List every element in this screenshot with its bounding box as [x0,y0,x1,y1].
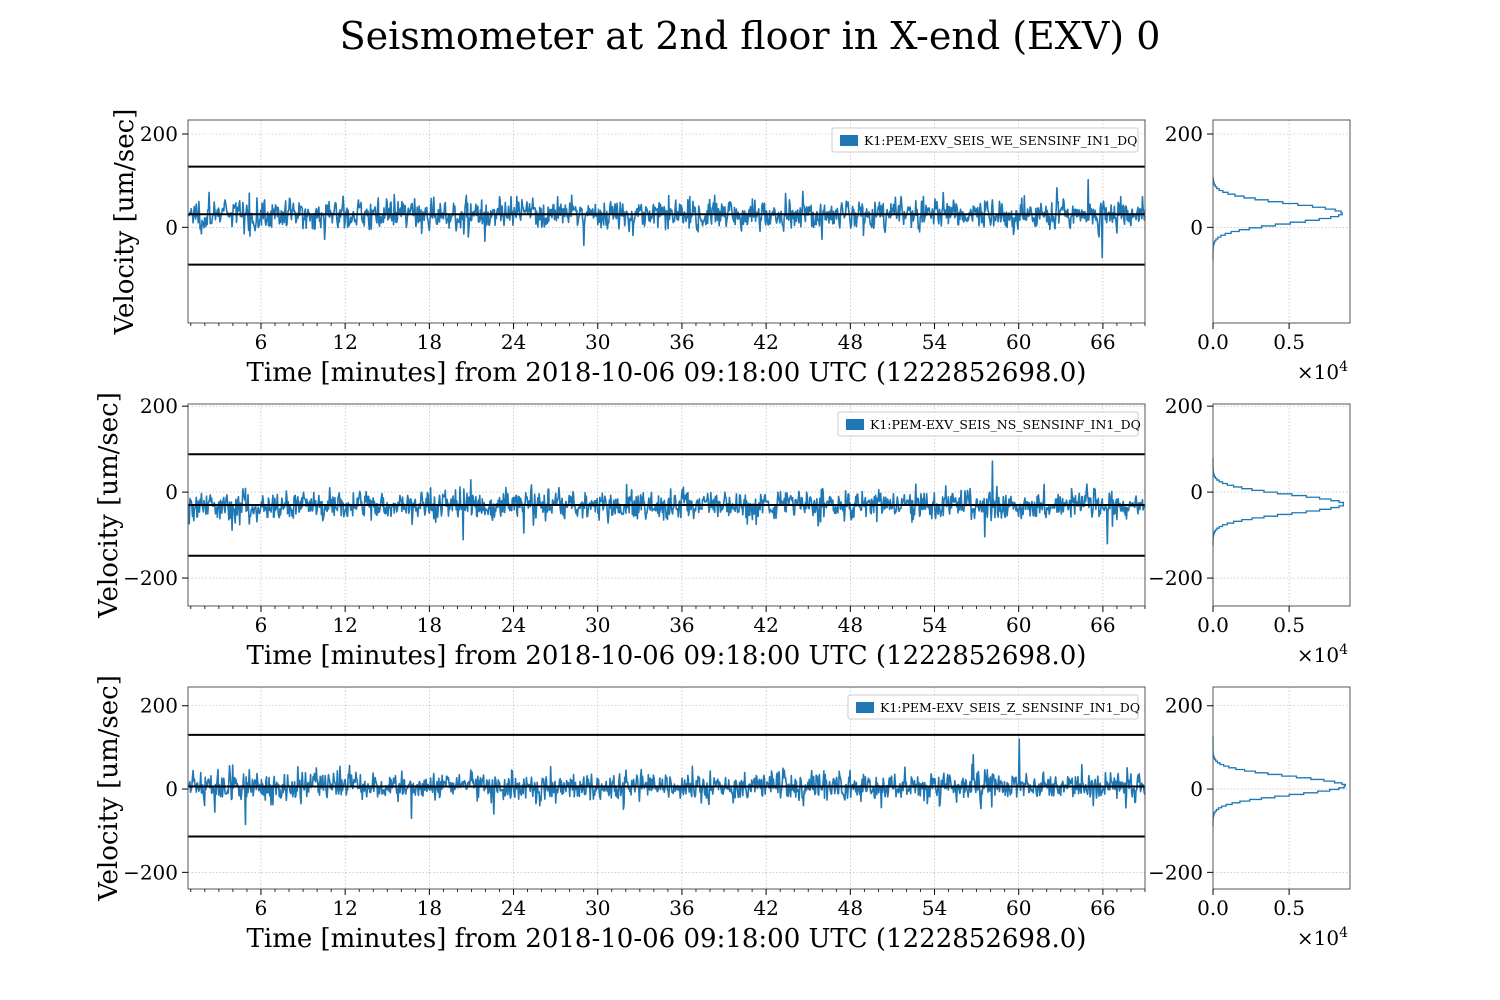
histogram-step [1213,736,1345,826]
series-line [188,180,1145,258]
y-tick-label: −200 [123,860,178,884]
panel-2: 6 12 18 24 30 36 42 48 54 60 66 −200 0 200 Time [minut… [94,392,1350,671]
hist-y-tick-label: 200 [1165,694,1203,718]
x-tick-label: 42 [753,613,778,637]
x-tick-label: 54 [922,896,947,920]
x-tick-label: 24 [501,330,526,354]
x-axis-label: Time [minutes] from 2018-10-06 09:18:00 … [247,641,1087,671]
series-line [188,461,1145,544]
legend-swatch [856,702,874,713]
hist-y-tick-label: −200 [1148,860,1203,884]
x-tick-label: 18 [417,330,442,354]
x-tick-label: 42 [753,330,778,354]
y-axis-label: Velocity [um/sec] [110,109,140,336]
hist-x-tick-label: 0.0 [1197,330,1229,354]
hist-y-tick-label: −200 [1148,566,1203,590]
x-tick-label: 54 [922,613,947,637]
x-tick-label: 18 [417,896,442,920]
hist-x-multiplier: ×104 [1297,925,1348,950]
x-tick-label: 24 [501,613,526,637]
y-axis-label: Velocity [um/sec] [94,392,124,619]
x-tick-label: 6 [255,896,268,920]
hist-axes-frame [1213,687,1350,889]
x-tick-label: 48 [838,330,863,354]
y-axis-label: Velocity [um/sec] [94,675,124,902]
y-tick-label: 0 [165,777,178,801]
hist-x-tick-label: 0.5 [1273,613,1305,637]
panel-3: 6 12 18 24 30 36 42 48 54 60 66 −200 0 200 Time [minut… [94,675,1350,954]
x-tick-label: 66 [1090,896,1115,920]
series-line [188,739,1145,824]
x-tick-label: 48 [838,896,863,920]
panel-1: 6 12 18 24 30 36 42 48 54 60 66 0 200 Time [minutes] … [110,109,1350,388]
x-tick-label: 6 [255,330,268,354]
x-tick-label: 48 [838,613,863,637]
hist-y-tick-label: 0 [1190,215,1203,239]
y-tick-label: −200 [123,566,178,590]
y-tick-label: 0 [165,215,178,239]
x-tick-label: 36 [669,896,694,920]
x-tick-label: 18 [417,613,442,637]
x-tick-label: 30 [585,330,610,354]
hist-x-tick-label: 0.0 [1197,896,1229,920]
x-tick-label: 66 [1090,613,1115,637]
x-axis-label: Time [minutes] from 2018-10-06 09:18:00 … [247,924,1087,954]
x-axis-label: Time [minutes] from 2018-10-06 09:18:00 … [247,358,1087,388]
x-tick-label: 42 [753,896,778,920]
hist-x-tick-label: 0.0 [1197,613,1229,637]
x-tick-label: 36 [669,330,694,354]
x-tick-label: 30 [585,613,610,637]
x-tick-label: 60 [1006,896,1031,920]
hist-y-tick-label: 0 [1190,777,1203,801]
hist-x-tick-label: 0.5 [1273,896,1305,920]
histogram-step [1213,458,1343,546]
legend-label: K1:PEM-EXV_SEIS_WE_SENSINF_IN1_DQ [864,133,1137,148]
x-tick-label: 60 [1006,330,1031,354]
x-tick-label: 30 [585,896,610,920]
hist-x-multiplier: ×104 [1297,642,1348,667]
x-tick-label: 36 [669,613,694,637]
legend-label: K1:PEM-EXV_SEIS_Z_SENSINF_IN1_DQ [880,700,1140,715]
hist-y-tick-label: 200 [1165,394,1203,418]
x-tick-label: 12 [332,613,357,637]
x-tick-label: 54 [922,330,947,354]
x-tick-label: 12 [332,330,357,354]
hist-x-multiplier: ×104 [1297,359,1348,384]
x-tick-label: 60 [1006,613,1031,637]
histogram-step [1213,177,1342,259]
hist-axes-frame [1213,404,1350,606]
y-tick-label: 200 [140,394,178,418]
y-tick-label: 200 [140,694,178,718]
y-tick-label: 200 [140,122,178,146]
x-tick-label: 66 [1090,330,1115,354]
legend-swatch [840,135,858,146]
hist-y-tick-label: 0 [1190,480,1203,504]
y-tick-label: 0 [165,480,178,504]
x-tick-label: 24 [501,896,526,920]
legend-swatch [846,419,864,430]
hist-axes-frame [1213,120,1350,323]
hist-y-tick-label: 200 [1165,122,1203,146]
hist-x-tick-label: 0.5 [1273,330,1305,354]
x-tick-label: 6 [255,613,268,637]
legend-label: K1:PEM-EXV_SEIS_NS_SENSINF_IN1_DQ [870,417,1141,432]
x-tick-label: 12 [332,896,357,920]
